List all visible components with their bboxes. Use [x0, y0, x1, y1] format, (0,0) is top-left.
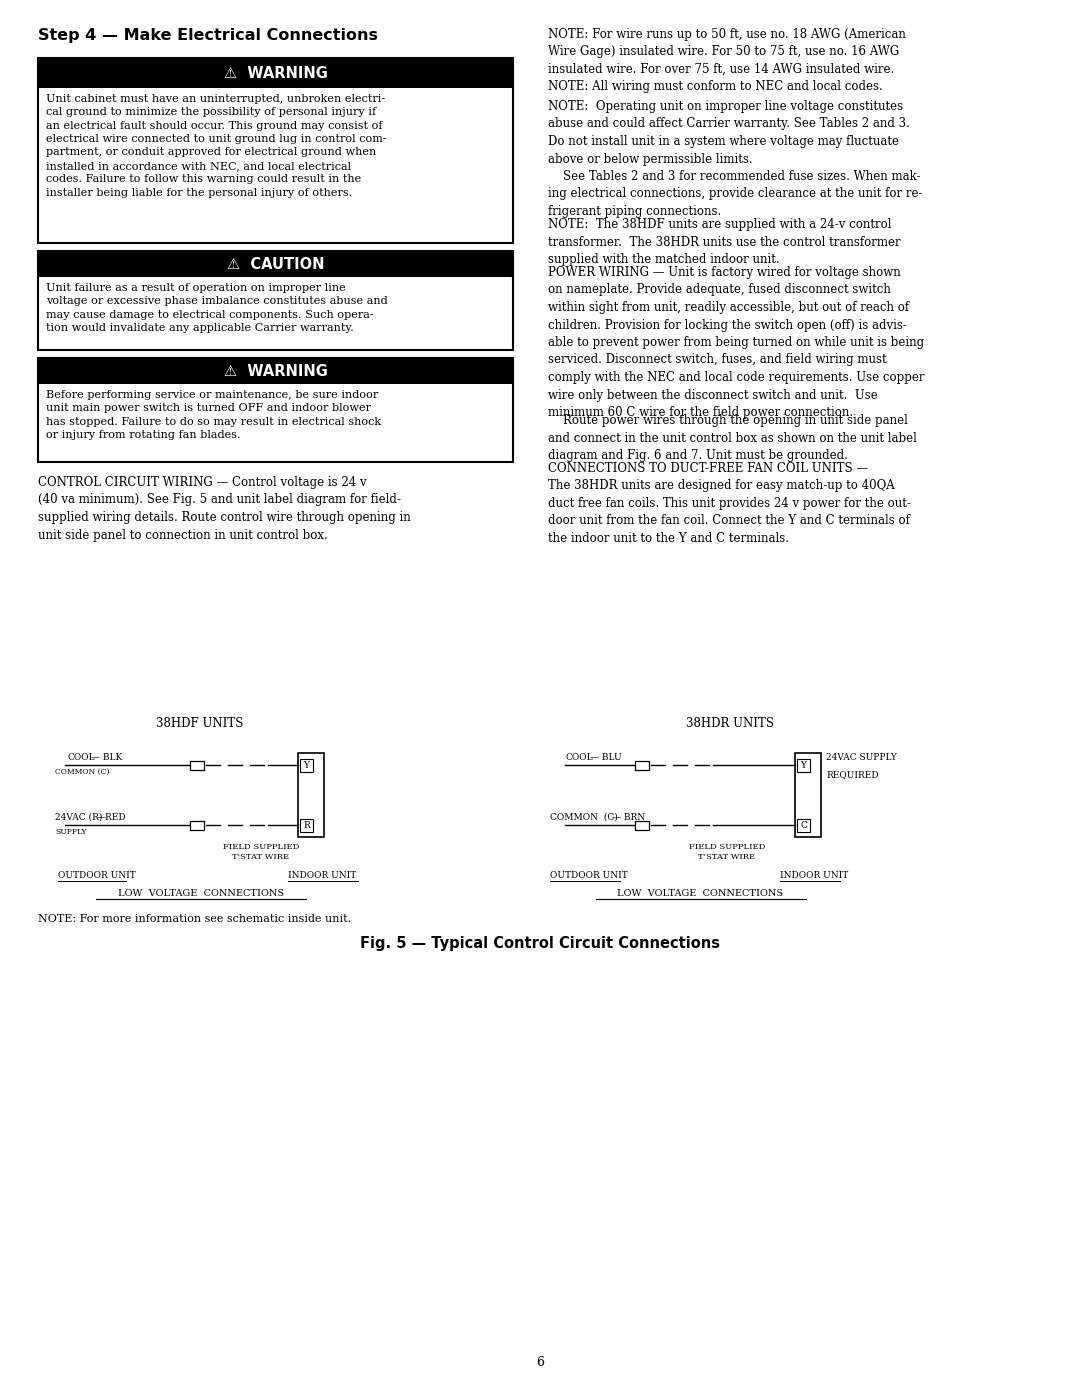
Text: COOL: COOL: [67, 753, 95, 761]
Text: REQUIRED: REQUIRED: [826, 770, 879, 780]
Text: See Tables 2 and 3 for recommended fuse sizes. When mak-
ing electrical connecti: See Tables 2 and 3 for recommended fuse …: [548, 170, 922, 218]
Text: T'STAT WIRE: T'STAT WIRE: [232, 854, 289, 861]
Text: 6: 6: [536, 1355, 544, 1369]
Bar: [38, 358, 513, 462]
Text: LOW  VOLTAGE  CONNECTIONS: LOW VOLTAGE CONNECTIONS: [118, 888, 284, 898]
Text: —RED: —RED: [97, 813, 126, 821]
Text: Route power wires through the opening in unit side panel
and connect in the unit: Route power wires through the opening in…: [548, 414, 917, 462]
Bar: [635, 760, 649, 770]
Text: ⚠  CAUTION: ⚠ CAUTION: [227, 257, 324, 271]
Bar: [38, 59, 513, 243]
Text: OUTDOOR UNIT: OUTDOOR UNIT: [550, 870, 627, 880]
Bar: [38, 251, 513, 351]
Bar: [797, 759, 810, 771]
Bar: [298, 753, 324, 837]
Text: 38HDF UNITS: 38HDF UNITS: [157, 717, 244, 731]
Text: ⚠  WARNING: ⚠ WARNING: [224, 66, 327, 81]
Text: NOTE: For more information see schematic inside unit.: NOTE: For more information see schematic…: [38, 914, 351, 923]
Text: CONNECTIONS TO DUCT-FREE FAN COIL UNITS —
The 38HDR units are designed for easy : CONNECTIONS TO DUCT-FREE FAN COIL UNITS …: [548, 462, 910, 545]
Bar: [635, 820, 649, 830]
Text: INDOOR UNIT: INDOOR UNIT: [288, 870, 356, 880]
Text: C: C: [800, 820, 807, 830]
Text: 24VAC SUPPLY: 24VAC SUPPLY: [826, 753, 896, 761]
Text: NOTE: All wiring must conform to NEC and local codes.: NOTE: All wiring must conform to NEC and…: [548, 80, 882, 94]
Text: 24VAC (R): 24VAC (R): [55, 813, 103, 821]
Text: NOTE: For wire runs up to 50 ft, use no. 18 AWG (American
Wire Gage) insulated w: NOTE: For wire runs up to 50 ft, use no.…: [548, 28, 906, 75]
Text: LOW  VOLTAGE  CONNECTIONS: LOW VOLTAGE CONNECTIONS: [618, 888, 784, 898]
Text: FIELD SUPPLIED: FIELD SUPPLIED: [689, 842, 766, 851]
Text: Before performing service or maintenance, be sure indoor
unit main power switch : Before performing service or maintenance…: [46, 390, 381, 440]
Text: ⚠  WARNING: ⚠ WARNING: [224, 363, 327, 379]
Bar: [797, 819, 810, 831]
Text: POWER WIRING — Unit is factory wired for voltage shown
on nameplate. Provide ade: POWER WIRING — Unit is factory wired for…: [548, 265, 924, 419]
Text: NOTE:  Operating unit on improper line voltage constitutes
abuse and could affec: NOTE: Operating unit on improper line vo…: [548, 101, 909, 165]
Text: INDOOR UNIT: INDOOR UNIT: [780, 870, 848, 880]
Text: COOL: COOL: [565, 753, 593, 761]
Text: Unit failure as a result of operation on improper line
voltage or excessive phas: Unit failure as a result of operation on…: [46, 284, 388, 332]
Bar: [300, 759, 313, 771]
Bar: [38, 251, 513, 277]
Text: Fig. 5 — Typical Control Circuit Connections: Fig. 5 — Typical Control Circuit Connect…: [360, 936, 720, 951]
Text: COMMON  (C): COMMON (C): [550, 813, 618, 821]
Text: SUPPLY: SUPPLY: [55, 828, 86, 835]
Text: FIELD SUPPLIED: FIELD SUPPLIED: [222, 842, 299, 851]
Bar: [190, 760, 204, 770]
Text: NOTE:  The 38HDF units are supplied with a 24-v control
transformer.  The 38HDR : NOTE: The 38HDF units are supplied with …: [548, 218, 901, 265]
Text: — BLU: — BLU: [590, 753, 622, 761]
Bar: [38, 358, 513, 384]
Text: — BRN: — BRN: [612, 813, 645, 821]
Text: R: R: [303, 820, 310, 830]
Text: CONTROL CIRCUIT WIRING — Control voltage is 24 v
(40 va minimum). See Fig. 5 and: CONTROL CIRCUIT WIRING — Control voltage…: [38, 476, 410, 542]
Text: Y: Y: [800, 760, 807, 770]
Bar: [300, 819, 313, 831]
Bar: [38, 59, 513, 88]
Text: 38HDR UNITS: 38HDR UNITS: [686, 717, 774, 731]
Text: OUTDOOR UNIT: OUTDOOR UNIT: [58, 870, 136, 880]
Text: COMMON (C): COMMON (C): [55, 768, 109, 775]
Text: Y: Y: [303, 760, 310, 770]
Text: — BLK: — BLK: [91, 753, 122, 761]
Text: Unit cabinet must have an uninterrupted, unbroken electri-
cal ground to minimiz: Unit cabinet must have an uninterrupted,…: [46, 94, 387, 197]
Bar: [190, 820, 204, 830]
Text: Step 4 — Make Electrical Connections: Step 4 — Make Electrical Connections: [38, 28, 378, 43]
Text: T'STAT WIRE: T'STAT WIRE: [699, 854, 756, 861]
Bar: [795, 753, 821, 837]
